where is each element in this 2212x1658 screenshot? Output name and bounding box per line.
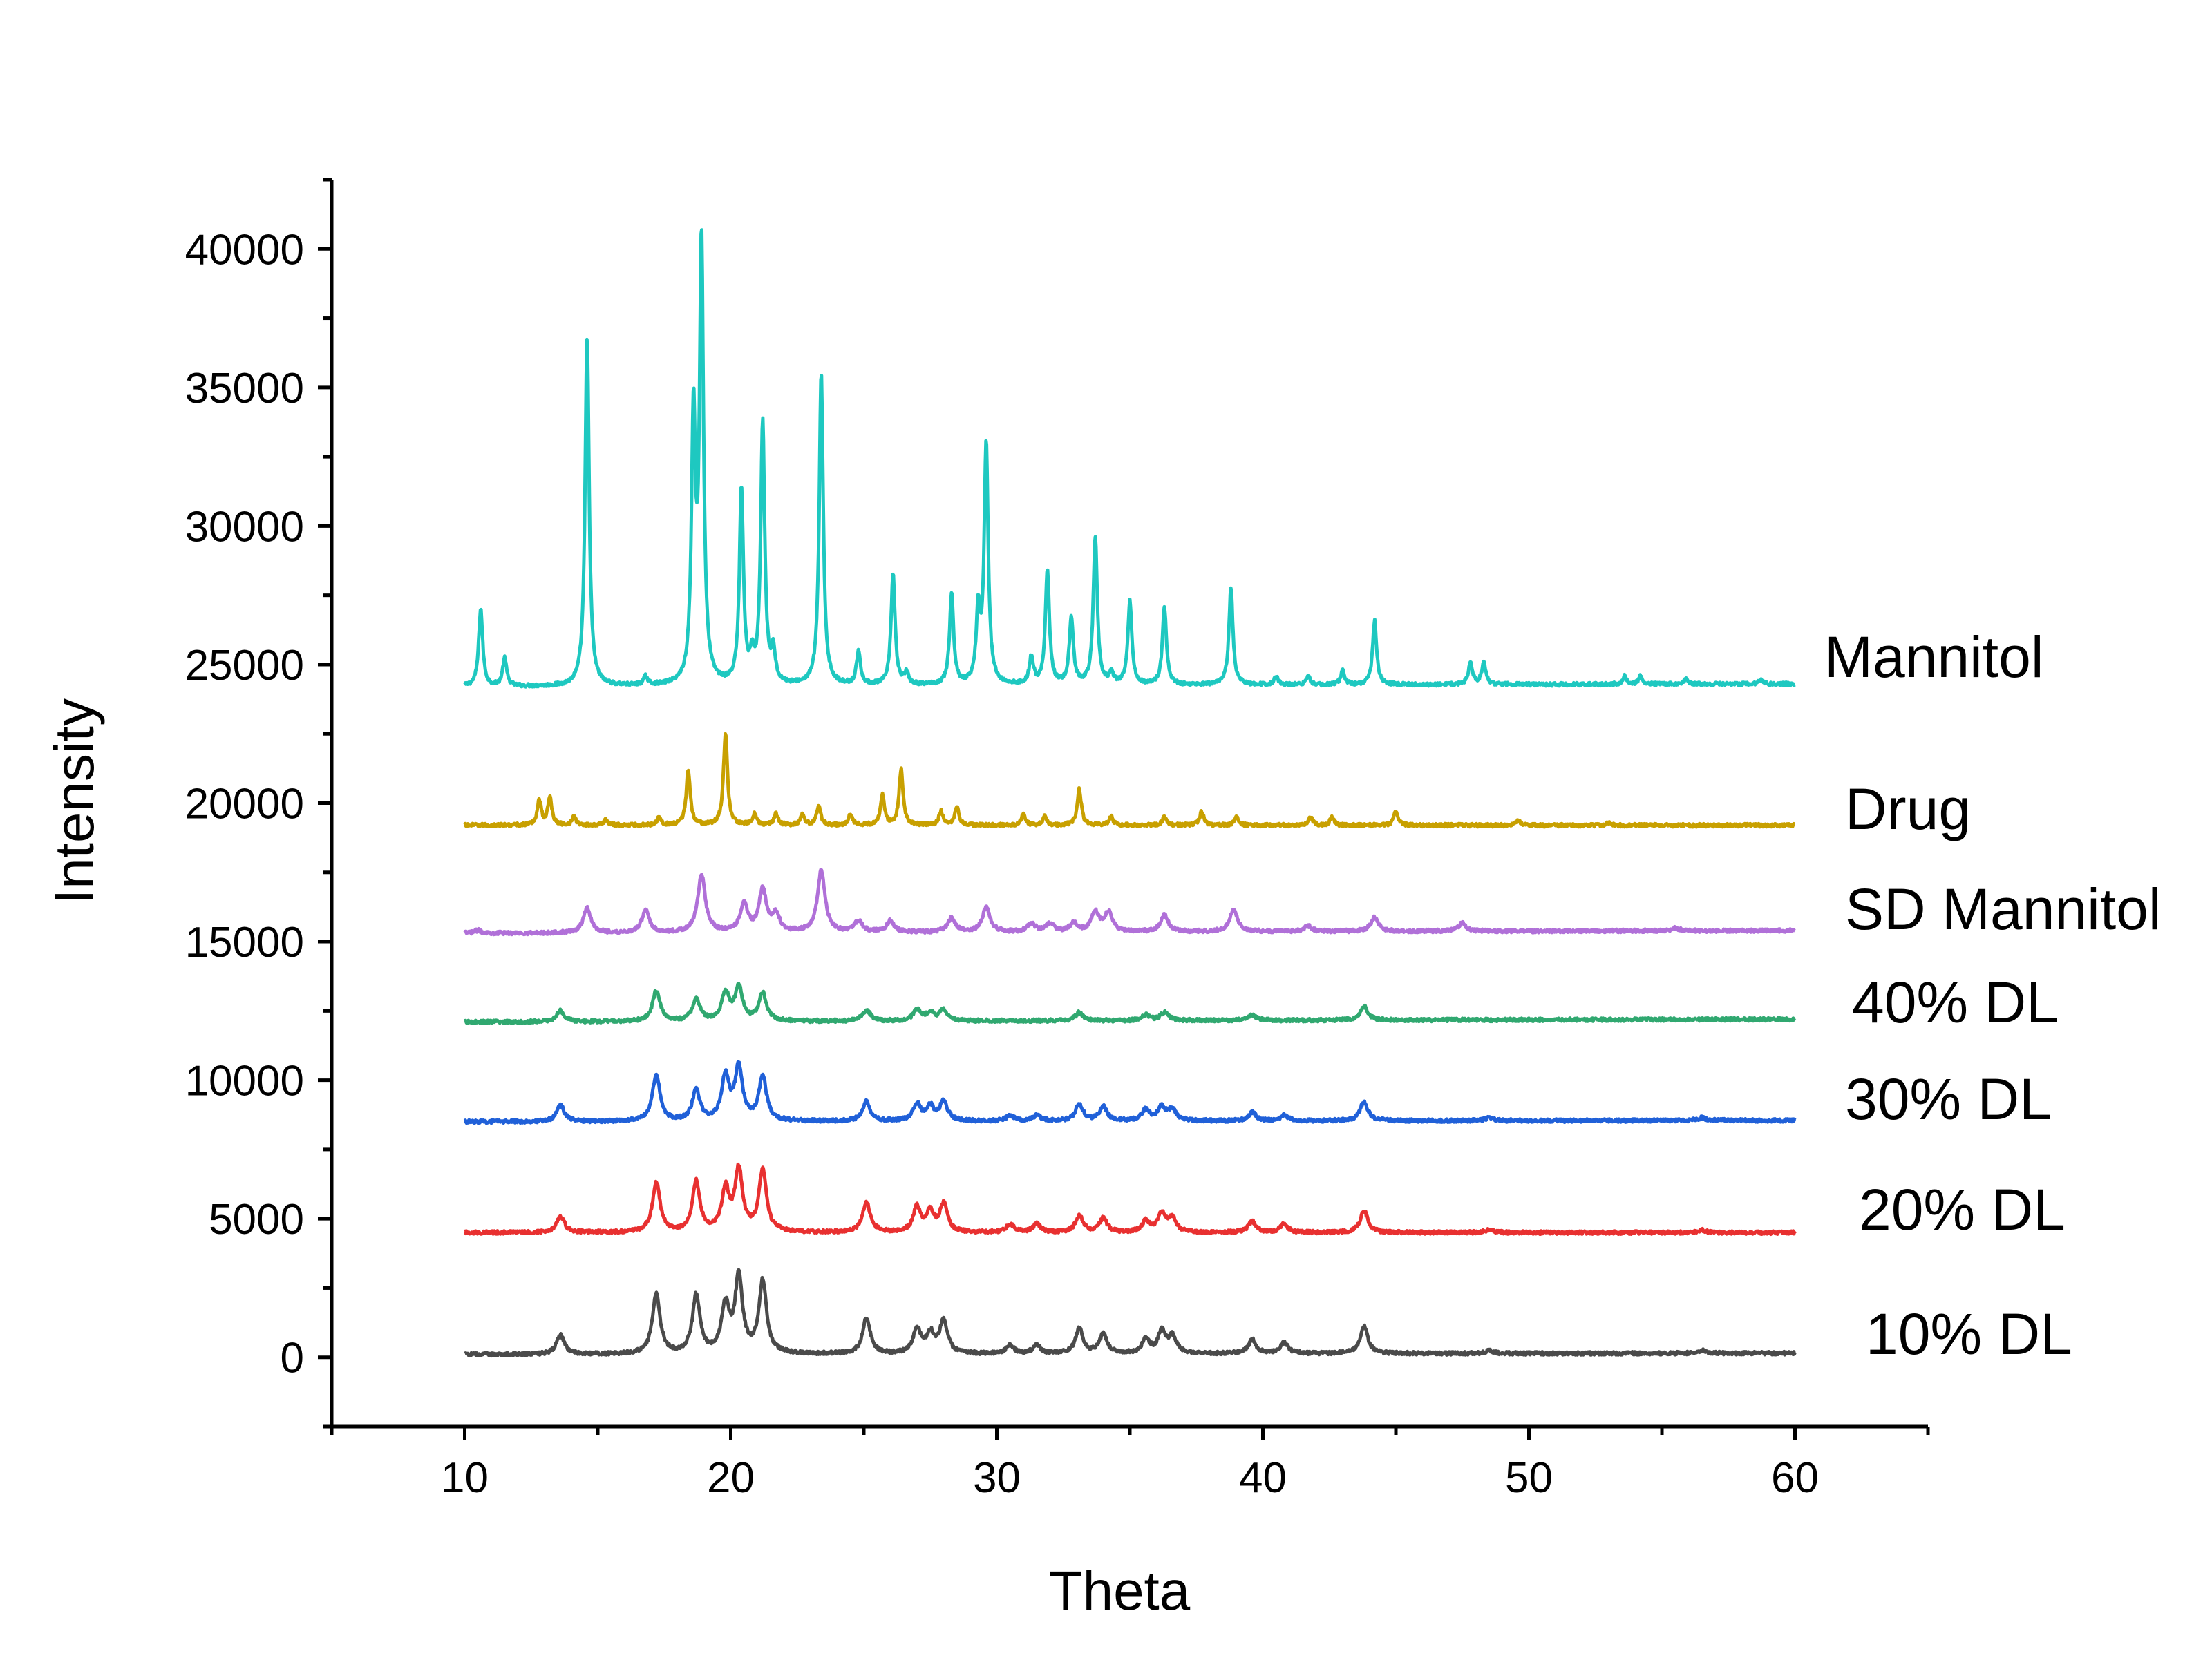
y-tick-label: 35000 <box>185 365 304 412</box>
series-label: Mannitol <box>1824 625 2044 689</box>
y-tick-label: 5000 <box>209 1196 304 1244</box>
x-tick-label: 40 <box>1239 1454 1287 1502</box>
y-tick-label: 40000 <box>185 226 304 274</box>
y-axis-title: Intensity <box>44 698 105 904</box>
series-line-20-dl <box>463 1162 1797 1237</box>
x-tick-label: 10 <box>441 1454 489 1502</box>
series-label: 10% DL <box>1866 1302 2072 1366</box>
y-tick-label: 20000 <box>185 781 304 828</box>
series-traces <box>463 228 1797 1358</box>
series-labels: Mannitol Drug SD Mannitol 40% DL 30% DL 20% D… <box>1824 625 2162 1366</box>
axes: 0 5000 10000 15000 20000 25000 30000 35000 40000… <box>185 178 1930 1502</box>
y-tick-label: 0 <box>281 1335 304 1382</box>
y-ticks: 0 5000 10000 15000 20000 25000 30000 35000 40000 <box>185 178 332 1429</box>
x-tick-label: 20 <box>707 1454 755 1502</box>
y-tick-label: 15000 <box>185 919 304 966</box>
x-tick-label: 60 <box>1771 1454 1819 1502</box>
x-axis-title: Theta <box>1049 1560 1191 1621</box>
y-tick-label: 10000 <box>185 1058 304 1105</box>
series-label: SD Mannitol <box>1845 877 2162 942</box>
series-label: 40% DL <box>1852 970 2059 1035</box>
series-line-40-dl <box>463 982 1797 1025</box>
series-line-30-dl <box>463 1060 1797 1125</box>
series-label: 30% DL <box>1845 1067 2052 1132</box>
series-label: 20% DL <box>1859 1177 2066 1242</box>
x-tick-label: 50 <box>1505 1454 1553 1502</box>
series-label: Drug <box>1845 776 1971 841</box>
series-line-drug <box>463 732 1797 829</box>
x-tick-label: 30 <box>973 1454 1021 1502</box>
x-ticks: 10 20 30 40 50 60 <box>330 1427 1930 1502</box>
series-line-10-dl <box>463 1268 1797 1358</box>
series-line-mannitol <box>463 228 1797 689</box>
y-tick-label: 25000 <box>185 642 304 689</box>
y-tick-label: 30000 <box>185 503 304 551</box>
series-line-sd-mannitol <box>463 868 1797 937</box>
